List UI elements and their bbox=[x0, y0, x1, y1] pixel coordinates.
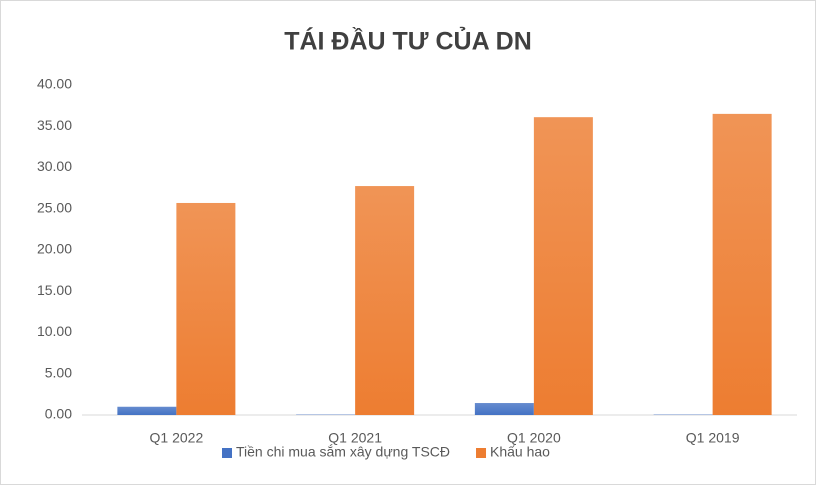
y-tick-label: 10.00 bbox=[37, 323, 72, 339]
x-tick-label: Q1 2022 bbox=[150, 430, 204, 446]
bar bbox=[474, 403, 534, 415]
y-tick-label: 25.00 bbox=[37, 199, 72, 215]
bar bbox=[176, 202, 236, 415]
x-tick-label: Q1 2020 bbox=[507, 430, 561, 446]
x-tick-label: Q1 2021 bbox=[328, 430, 382, 446]
y-tick-label: 20.00 bbox=[37, 241, 72, 257]
bar bbox=[712, 113, 772, 415]
y-tick-label: 5.00 bbox=[45, 364, 72, 380]
legend-swatch bbox=[222, 448, 232, 458]
y-tick-label: 30.00 bbox=[37, 158, 72, 174]
y-tick-label: 40.00 bbox=[37, 76, 72, 92]
legend-swatch bbox=[476, 448, 487, 458]
y-tick-label: 35.00 bbox=[37, 117, 72, 133]
legend-label: Tiền chi mua sắm xây dựng TSCĐ bbox=[236, 444, 450, 460]
y-tick-label: 15.00 bbox=[37, 282, 72, 298]
bar bbox=[355, 186, 415, 415]
legend-label: Khấu hao bbox=[490, 444, 550, 460]
bar bbox=[533, 117, 593, 416]
x-tick-label: Q1 2019 bbox=[686, 430, 740, 446]
y-tick-label: 0.00 bbox=[45, 406, 72, 422]
chart-title: TÁI ĐẦU TƯ CỦA DN bbox=[284, 26, 532, 56]
bar bbox=[117, 406, 177, 415]
